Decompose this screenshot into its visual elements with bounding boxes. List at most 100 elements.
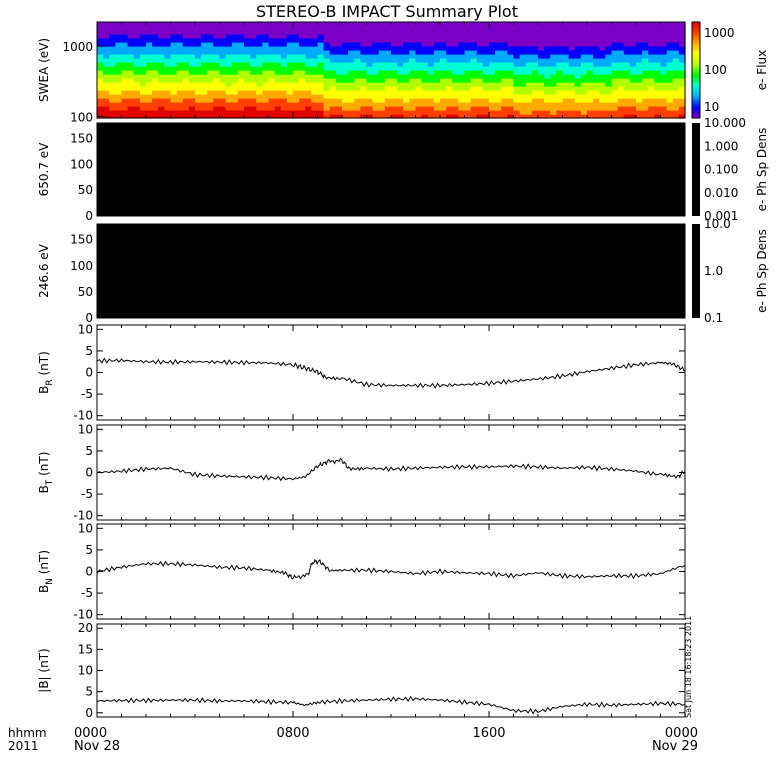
spectrogram-cell: [329, 74, 337, 79]
spectrogram-cell: [568, 54, 576, 59]
spectrogram-cell: [170, 26, 178, 31]
spectrogram-cell: [501, 86, 508, 91]
spectrogram-cell: [562, 82, 570, 87]
spectrogram-cell: [256, 46, 263, 51]
spectrogram-cell: [274, 82, 282, 87]
spectrogram-cell: [476, 34, 484, 39]
spectrogram-cell: [421, 70, 429, 75]
spectrogram-cell: [678, 62, 686, 67]
spectrogram-cell: [458, 22, 466, 27]
spectrogram-cell: [360, 78, 368, 83]
spectrogram-cell: [219, 98, 227, 103]
spectrogram-cell: [427, 58, 435, 63]
spectrogram-cell: [421, 22, 429, 27]
spectrogram-cell: [195, 78, 202, 83]
spectrogram-cell: [403, 22, 410, 27]
spectrogram-cell: [317, 86, 325, 91]
spectrogram-cell: [538, 58, 545, 63]
spectrogram-cell: [421, 78, 429, 83]
spectrogram-cell: [146, 74, 153, 79]
spectrogram-cell: [158, 58, 165, 63]
spectrogram-cell: [611, 70, 619, 75]
spectrogram-cell: [507, 94, 515, 99]
spectrogram-cell: [384, 86, 392, 91]
spectrogram-cell: [201, 62, 208, 67]
spectrogram-cell: [231, 114, 239, 119]
spectrogram-cell: [642, 94, 649, 99]
spectrogram-cell: [611, 90, 619, 95]
spectrogram-cell: [164, 38, 172, 43]
spectrogram-cell: [121, 50, 129, 55]
spectrogram-cell: [470, 86, 478, 91]
spectrogram-cell: [286, 22, 294, 27]
spectrogram-cell: [207, 78, 214, 83]
spectrogram-cell: [207, 54, 214, 59]
spectrogram-cell: [121, 42, 129, 47]
time-tick-label: 1600: [472, 726, 505, 741]
spectrogram-cell: [409, 110, 417, 115]
spectrogram-cell: [305, 74, 312, 79]
spectrogram-cell: [446, 102, 453, 107]
spectrogram-cell: [642, 58, 649, 63]
spectrogram-cell: [409, 38, 417, 43]
spectrogram-cell: [495, 86, 502, 91]
spectrogram-cell: [115, 22, 123, 27]
spectrogram-cell: [593, 78, 600, 83]
spectrogram-cell: [146, 78, 153, 83]
spectrogram-cell: [525, 66, 533, 71]
y-tick-label: 0: [85, 565, 93, 579]
y-axis-label: BT (nT): [37, 452, 55, 494]
spectrogram-cell: [629, 50, 637, 55]
spectrogram-cell: [568, 50, 576, 55]
spectrogram-cell: [556, 82, 564, 87]
spectrogram-cell: [513, 62, 521, 67]
spectrogram-cell: [636, 78, 643, 83]
spectrogram-cell: [250, 106, 257, 111]
spectrogram-cell: [256, 102, 263, 107]
spectrogram-cell: [225, 50, 233, 55]
spectrogram-cell: [513, 110, 521, 115]
spectrogram-cell: [403, 26, 410, 31]
spectrogram-cell: [188, 110, 196, 115]
spectrogram-cell: [256, 114, 263, 119]
spectrogram-cell: [476, 42, 484, 47]
spectrogram-cell: [225, 54, 233, 59]
spectrogram-cell: [133, 70, 141, 75]
spectrogram-cell: [305, 38, 312, 43]
spectrogram-cell: [139, 34, 147, 39]
y-tick-label: 15: [78, 642, 93, 656]
spectrogram-cell: [250, 66, 257, 71]
spectrogram-cell: [103, 74, 110, 79]
spectrogram-cell: [623, 66, 631, 71]
spectrogram-cell: [507, 114, 515, 119]
spectrogram-cell: [366, 26, 374, 31]
spectrogram-cell: [299, 70, 306, 75]
spectrogram-cell: [678, 26, 686, 31]
spectrogram-cell: [293, 70, 300, 75]
spectrogram-cell: [317, 26, 325, 31]
spectrogram-cell: [317, 62, 325, 67]
spectrogram-cell: [440, 62, 447, 67]
spectrogram-cell: [574, 90, 582, 95]
spectrogram-cell: [531, 110, 539, 115]
spectrogram-cell: [587, 62, 594, 67]
spectrogram-cell: [409, 106, 417, 111]
spectrogram-cell: [538, 82, 545, 87]
spectrogram-cell: [127, 94, 135, 99]
spectrogram-cell: [237, 30, 245, 35]
spectrogram-cell: [617, 102, 625, 107]
spectrogram-cell: [158, 26, 165, 31]
spectrogram-cell: [293, 58, 300, 63]
spectrogram-cell: [354, 62, 361, 67]
spectrogram-cell: [317, 46, 325, 51]
spectrogram-cell: [574, 30, 582, 35]
spectrogram-cell: [280, 110, 288, 115]
spectrogram-cell: [556, 54, 564, 59]
spectrogram-cell: [201, 70, 208, 75]
spectrogram-cell: [574, 58, 582, 63]
spectrogram-cell: [648, 70, 655, 75]
spectrogram-cell: [470, 90, 478, 95]
spectrogram-cell: [342, 90, 349, 95]
spectrogram-cell: [201, 54, 208, 59]
spectrogram-cell: [593, 70, 600, 75]
